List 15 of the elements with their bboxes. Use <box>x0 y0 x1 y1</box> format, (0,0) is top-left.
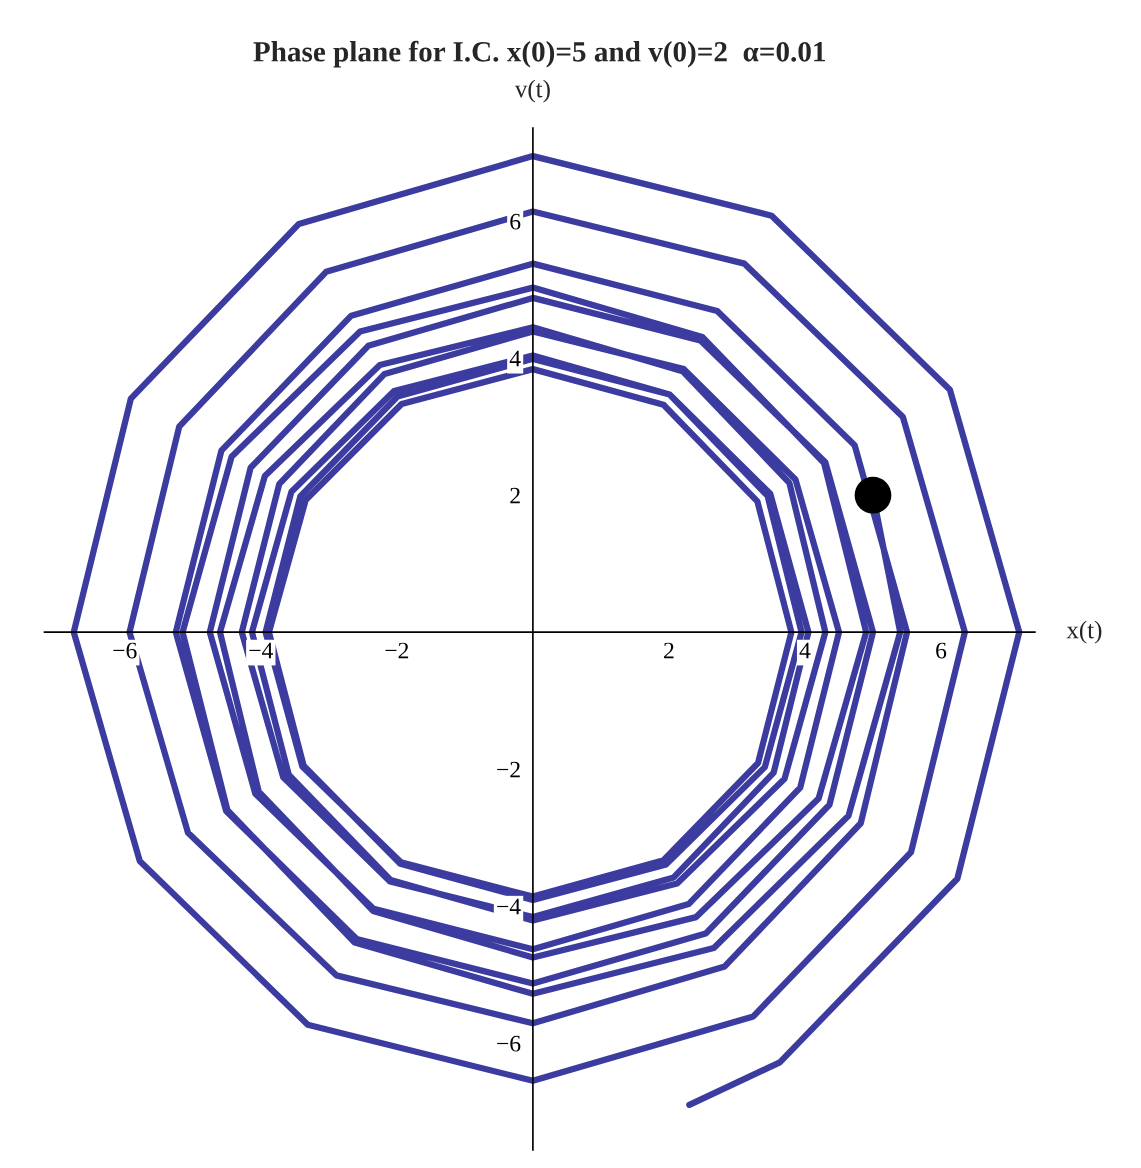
y-tick-label: 2 <box>510 487 520 504</box>
y-tick-label: 6 <box>510 213 521 230</box>
x-tick-label: −2 <box>385 642 409 659</box>
chart-title: Phase plane for I.C. x(0)=5 and v(0)=2 α=0.01 <box>253 40 825 68</box>
x-tick-label: 4 <box>799 642 811 659</box>
y-tick-label: −6 <box>497 1035 521 1052</box>
x-tick-label: −4 <box>249 642 273 659</box>
y-tick-label: −2 <box>497 761 520 778</box>
y-axis-title: v(t) <box>514 79 550 103</box>
y-tick-label: 4 <box>509 350 521 367</box>
y-tick-label: −4 <box>497 898 521 915</box>
x-tick-label: 6 <box>936 642 947 659</box>
x-axis-title: x(t) <box>1066 620 1102 644</box>
x-tick-label: −6 <box>113 642 137 659</box>
x-tick-label: 2 <box>664 642 674 659</box>
